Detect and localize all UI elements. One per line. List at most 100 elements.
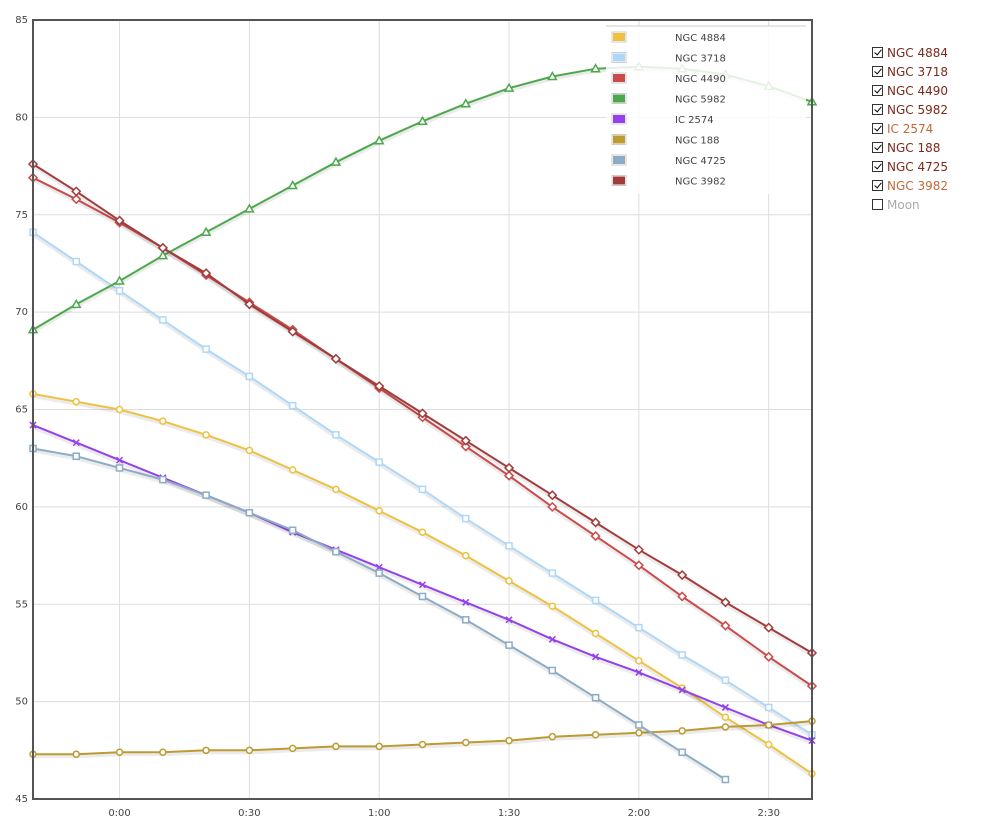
legend-swatch — [613, 176, 625, 185]
data-point — [462, 616, 470, 624]
data-point — [288, 526, 297, 534]
data-point — [417, 115, 428, 126]
data-point — [375, 507, 383, 515]
data-point — [72, 397, 81, 406]
legend-swatch — [613, 115, 625, 123]
legend-background — [606, 26, 806, 194]
legend-label: NGC 3982 — [675, 177, 726, 188]
toggle-ngc-4725[interactable]: NGC 4725 — [872, 157, 948, 176]
data-point — [332, 547, 340, 556]
y-tick-label: 80 — [15, 112, 28, 123]
data-point — [72, 750, 81, 758]
data-point — [590, 517, 601, 528]
toggle-ngc-4884[interactable]: NGC 4884 — [872, 43, 948, 62]
legend-label: NGC 4490 — [675, 74, 726, 85]
toggle-moon[interactable]: Moon — [872, 195, 948, 214]
series-ngc-3982 — [27, 159, 818, 658]
data-point — [115, 405, 124, 414]
data-point — [548, 732, 557, 741]
toggle-ngc-188[interactable]: NGC 188 — [872, 138, 948, 157]
data-point — [287, 326, 298, 337]
legend-label: NGC 4725 — [675, 156, 726, 167]
y-tick-label: 70 — [15, 307, 28, 318]
data-point — [721, 703, 729, 711]
checkbox[interactable] — [872, 123, 883, 134]
data-point — [721, 723, 730, 731]
toggle-ngc-4490[interactable]: NGC 4490 — [872, 81, 948, 100]
checkbox[interactable] — [872, 199, 883, 210]
toggle-ic-2574[interactable]: IC 2574 — [872, 119, 948, 138]
data-point — [288, 466, 297, 474]
legend-swatch — [613, 33, 625, 41]
x-tick-label: 1:00 — [368, 808, 390, 819]
data-point — [159, 475, 167, 484]
data-point — [72, 452, 81, 460]
data-point — [677, 591, 688, 602]
data-point — [635, 656, 643, 665]
data-point — [633, 544, 644, 555]
data-point — [159, 748, 167, 757]
data-point — [159, 417, 167, 425]
data-point — [460, 435, 471, 446]
data-point — [720, 597, 731, 608]
data-point — [635, 668, 643, 676]
data-point — [503, 470, 515, 481]
checkbox[interactable] — [872, 47, 883, 58]
data-point — [115, 464, 124, 472]
x-tick-label: 2:00 — [628, 808, 650, 819]
y-tick-label: 45 — [15, 794, 28, 805]
series-shadow — [32, 177, 814, 690]
legend-label: NGC 4884 — [675, 33, 726, 44]
y-tick-label: 85 — [15, 15, 28, 26]
plot-border — [32, 19, 813, 800]
data-point — [505, 542, 513, 550]
data-point — [287, 180, 298, 190]
toggle-ngc-5982[interactable]: NGC 5982 — [872, 100, 948, 119]
series-ngc-188 — [29, 717, 816, 759]
series-shadow — [33, 721, 813, 759]
toggle-ngc-3718[interactable]: NGC 3718 — [872, 62, 948, 81]
checkbox-label: Moon — [887, 197, 920, 212]
data-point — [418, 485, 427, 494]
data-point — [245, 508, 254, 517]
legend-label: NGC 3718 — [675, 54, 726, 65]
data-point — [462, 551, 470, 560]
data-point — [114, 275, 125, 285]
data-point — [375, 742, 383, 751]
x-tick-label: 1:30 — [498, 808, 520, 819]
toggle-ngc-3982[interactable]: NGC 3982 — [872, 176, 948, 195]
data-point — [244, 203, 255, 213]
checkbox-label: NGC 5982 — [887, 102, 949, 117]
series-ngc-4490 — [27, 172, 818, 692]
y-tick-label: 65 — [15, 405, 28, 416]
data-point — [157, 242, 168, 253]
checkbox-label: NGC 4725 — [887, 159, 949, 174]
series-toggle-panel: NGC 4884 NGC 3718 NGC 4490 NGC 5982 IC 2574 N… — [872, 43, 948, 214]
legend-swatch — [613, 74, 625, 82]
data-point — [159, 316, 167, 324]
data-point — [678, 727, 686, 735]
data-point — [373, 135, 385, 145]
data-point — [332, 742, 340, 751]
checkbox[interactable] — [872, 142, 883, 153]
checkbox[interactable] — [872, 180, 883, 191]
checkbox[interactable] — [872, 161, 883, 172]
data-point — [503, 82, 515, 92]
data-point — [72, 439, 80, 447]
data-point — [201, 268, 212, 279]
legend-swatch — [613, 135, 625, 144]
data-point — [245, 372, 254, 381]
checkbox[interactable] — [872, 104, 883, 115]
checkbox[interactable] — [872, 66, 883, 77]
data-point — [678, 686, 686, 694]
data-point — [288, 744, 297, 753]
data-point — [633, 560, 644, 571]
series-ic-2574 — [29, 421, 816, 745]
data-point — [591, 693, 600, 702]
legend-swatch — [613, 156, 625, 164]
data-point — [202, 491, 210, 499]
data-point — [721, 775, 730, 784]
data-point — [590, 531, 601, 542]
checkbox[interactable] — [872, 85, 883, 96]
data-point — [764, 703, 773, 712]
